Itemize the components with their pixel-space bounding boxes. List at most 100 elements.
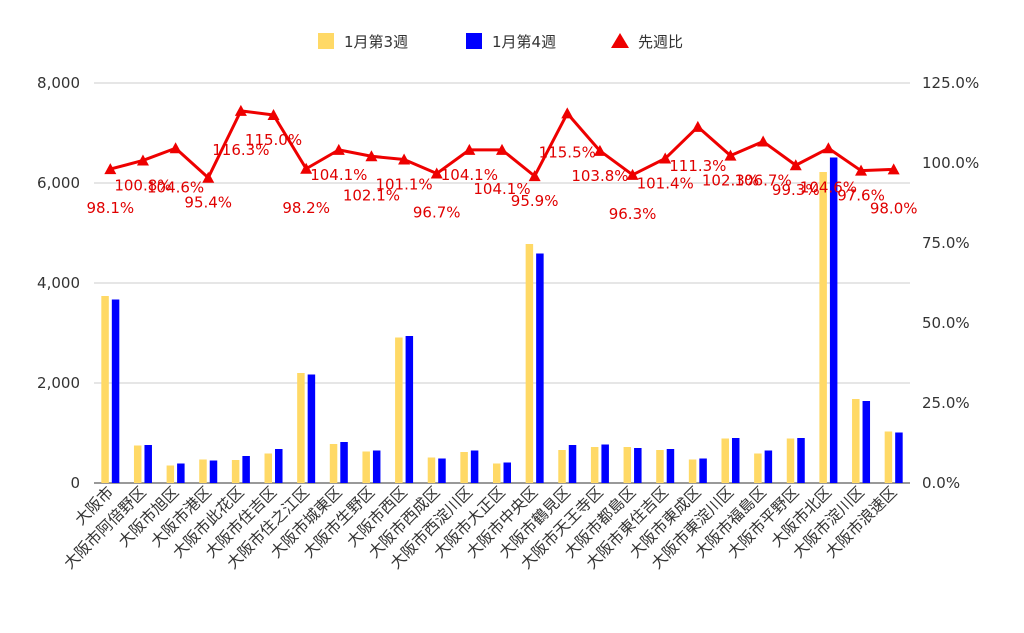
bar <box>231 460 240 483</box>
bar <box>395 337 403 483</box>
bar <box>666 449 675 483</box>
ratio-data-label: 103.8% <box>571 167 628 185</box>
bar <box>297 373 305 483</box>
category-axis: 大阪市大阪市阿倍野区大阪市旭区大阪市港区大阪市此花区大阪市住吉区大阪市住之江区大… <box>60 483 900 572</box>
bar <box>568 445 577 483</box>
left-tick-label: 6,000 <box>37 174 80 192</box>
triangle-marker <box>234 104 247 116</box>
bar <box>493 463 501 483</box>
gridlines <box>94 82 910 484</box>
triangle-marker <box>691 120 704 132</box>
left-axis: 0 2,000 4,000 6,000 8,000 <box>37 74 80 492</box>
legend-label: 1月第4週 <box>492 33 556 51</box>
bar <box>133 445 142 483</box>
triangle-marker <box>202 171 215 183</box>
bar <box>438 458 446 483</box>
left-tick-label: 4,000 <box>37 274 80 292</box>
ratio-data-label: 116.3% <box>212 141 269 159</box>
ratio-data-label: 111.3% <box>669 157 726 175</box>
bar <box>460 452 468 483</box>
ratio-data-label: 104.1% <box>473 180 530 198</box>
legend-swatch <box>318 33 334 49</box>
ratio-data-label: 95.4% <box>184 194 232 212</box>
triangle-marker <box>398 153 411 165</box>
bar <box>307 374 316 483</box>
bar <box>503 462 511 483</box>
triangle-marker <box>332 143 345 155</box>
legend-label: 1月第3週 <box>344 33 408 51</box>
bar <box>111 299 120 483</box>
bar <box>405 336 414 483</box>
ratio-data-label: 96.7% <box>413 204 461 222</box>
bar <box>144 445 152 483</box>
bar <box>764 450 773 483</box>
legend-triangle-icon <box>611 33 629 48</box>
triangle-marker <box>593 144 606 156</box>
triangle-marker <box>136 154 149 166</box>
bar <box>731 438 740 483</box>
bars <box>101 157 903 483</box>
bar <box>786 438 795 483</box>
bar <box>536 253 544 483</box>
bar <box>623 447 632 483</box>
bar <box>177 463 185 483</box>
ratio-data-label: 98.1% <box>86 199 134 217</box>
ratio-data-label: 106.7% <box>735 172 792 190</box>
bar <box>590 447 599 483</box>
legend-label: 先週比 <box>638 33 683 51</box>
triangle-marker <box>528 170 541 182</box>
bar <box>199 459 207 483</box>
bar <box>852 399 860 483</box>
triangle-marker <box>430 167 443 179</box>
bar <box>558 450 566 483</box>
left-tick-label: 8,000 <box>37 74 80 92</box>
triangle-marker <box>300 162 313 174</box>
bar <box>340 442 348 483</box>
bar <box>829 157 838 483</box>
ratio-data-label: 98.2% <box>282 199 330 217</box>
triangle-marker <box>463 143 476 155</box>
ratio-data-label: 115.5% <box>539 143 596 161</box>
bar <box>101 296 109 483</box>
triangle-marker <box>365 150 378 162</box>
triangle-marker <box>626 168 639 180</box>
bar <box>656 450 664 483</box>
ratio-data-label: 100.8% <box>114 176 171 194</box>
ratio-line <box>104 104 900 183</box>
ratio-data-label: 115.0% <box>245 131 302 149</box>
bar <box>372 450 381 483</box>
bar <box>601 444 609 483</box>
triangle-marker <box>757 135 770 147</box>
data-labels: 98.1%100.8%104.6%95.4%116.3%115.0%98.2%1… <box>86 131 917 223</box>
bar <box>895 432 903 483</box>
triangle-marker <box>822 142 835 154</box>
bar <box>699 458 707 483</box>
right-axis: 0.0% 25.0% 50.0% 75.0% 100.0% 125.0% <box>922 74 979 492</box>
ratio-data-label: 102.3% <box>702 172 759 190</box>
ratio-data-label: 98.0% <box>870 199 918 217</box>
legend-swatch <box>466 33 482 49</box>
bar <box>470 450 479 483</box>
bar <box>329 444 338 483</box>
ratio-data-label: 96.3% <box>609 205 657 223</box>
triangle-marker <box>724 149 737 161</box>
triangle-marker <box>887 163 900 175</box>
bar <box>884 431 893 483</box>
right-tick-label: 50.0% <box>922 314 970 332</box>
right-tick-label: 0.0% <box>922 474 960 492</box>
triangle-marker <box>659 152 672 164</box>
bar <box>209 460 218 483</box>
ratio-data-label: 99.3% <box>772 181 820 199</box>
left-tick-label: 0 <box>70 474 80 492</box>
triangle-marker <box>104 163 117 175</box>
bar <box>264 453 273 483</box>
triangle-marker <box>855 164 868 176</box>
bar <box>721 438 729 483</box>
ratio-data-label: 102.1% <box>343 186 400 204</box>
bar <box>634 448 642 483</box>
triangle-marker <box>789 159 802 171</box>
bar <box>166 465 175 483</box>
bar <box>688 459 697 483</box>
ratio-data-label: 101.4% <box>637 175 694 193</box>
